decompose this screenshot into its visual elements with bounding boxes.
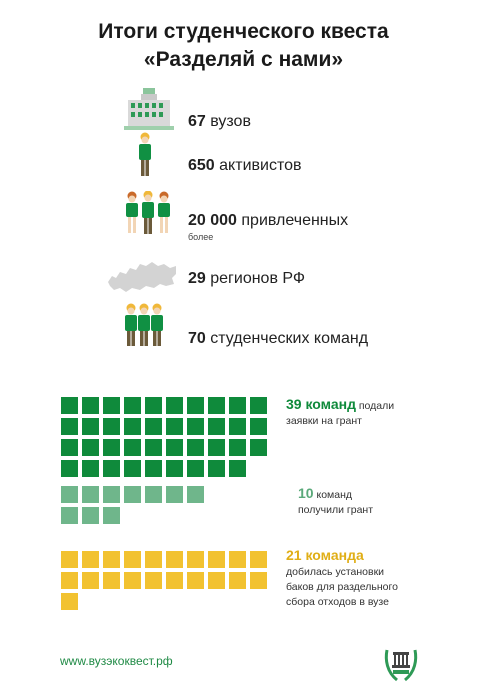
count-square <box>229 551 246 568</box>
bins-installed-grid <box>61 551 273 614</box>
count-square <box>103 572 120 589</box>
laurel-logo-icon <box>384 649 418 682</box>
stat-activists: 650 активистов <box>188 157 302 174</box>
count-square <box>82 439 99 456</box>
count-square <box>61 460 78 477</box>
count-square <box>229 572 246 589</box>
title-line-1: Итоги студенческого квеста <box>98 20 389 43</box>
count-square <box>124 439 141 456</box>
page-title: Итоги студенческого квеста «Разделяй с н… <box>0 18 487 74</box>
count-square <box>250 397 267 414</box>
count-square <box>103 460 120 477</box>
grants-received-caption: 10 команд получили грант <box>298 485 374 517</box>
count-square <box>61 551 78 568</box>
count-square <box>229 397 246 414</box>
count-square <box>82 551 99 568</box>
count-square <box>250 418 267 435</box>
russia-map-icon <box>108 262 176 292</box>
count-square <box>166 439 183 456</box>
count-square <box>229 418 246 435</box>
count-square <box>61 439 78 456</box>
count-square <box>124 486 141 503</box>
count-square <box>124 572 141 589</box>
count-square <box>187 439 204 456</box>
count-square <box>145 439 162 456</box>
count-square <box>103 551 120 568</box>
title-line-2: «Разделяй с нами» <box>143 48 344 71</box>
count-square <box>250 572 267 589</box>
count-square <box>166 397 183 414</box>
count-square <box>250 439 267 456</box>
count-square <box>208 460 225 477</box>
count-square <box>82 418 99 435</box>
count-square <box>103 486 120 503</box>
website-link[interactable]: www.вузэкоквест.рф <box>60 654 173 668</box>
stat-regions: 29 регионов РФ <box>188 270 306 287</box>
grants-received-grid <box>61 486 211 528</box>
count-square <box>187 460 204 477</box>
count-square <box>208 418 225 435</box>
grant-applications-grid <box>61 397 273 481</box>
count-square <box>145 572 162 589</box>
count-square <box>61 486 78 503</box>
count-square <box>145 460 162 477</box>
count-square <box>187 551 204 568</box>
count-square <box>124 397 141 414</box>
count-square <box>82 460 99 477</box>
count-square <box>166 460 183 477</box>
count-square <box>124 460 141 477</box>
count-square <box>61 593 78 610</box>
count-square <box>187 572 204 589</box>
count-square <box>166 418 183 435</box>
count-square <box>166 551 183 568</box>
count-square <box>250 551 267 568</box>
activist-person-icon <box>139 132 151 176</box>
count-square <box>166 572 183 589</box>
count-square <box>103 439 120 456</box>
count-square <box>61 397 78 414</box>
count-square <box>145 486 162 503</box>
count-square <box>82 397 99 414</box>
grant-applications-caption: 39 команд подали заявки на грант <box>286 396 395 428</box>
count-square <box>124 418 141 435</box>
student-team-icon <box>125 303 163 346</box>
count-square <box>229 460 246 477</box>
count-square <box>187 486 204 503</box>
stat-universities: 67 вузов <box>188 113 251 130</box>
count-square <box>82 507 99 524</box>
count-square <box>208 551 225 568</box>
bins-installed-caption: 21 команда добилась установки баков для … <box>286 547 398 609</box>
count-square <box>145 418 162 435</box>
count-square <box>187 397 204 414</box>
count-square <box>166 486 183 503</box>
stat-engaged-sub: более <box>188 232 214 242</box>
count-square <box>103 507 120 524</box>
stat-engaged: 20 000 привлеченных <box>188 212 349 229</box>
stat-teams: 70 студенческих команд <box>188 330 369 347</box>
count-square <box>61 572 78 589</box>
count-square <box>187 418 204 435</box>
count-square <box>229 439 246 456</box>
people-group-icon <box>126 191 170 234</box>
count-square <box>82 486 99 503</box>
count-square <box>208 572 225 589</box>
count-square <box>145 397 162 414</box>
count-square <box>103 418 120 435</box>
count-square <box>145 551 162 568</box>
count-square <box>61 418 78 435</box>
count-square <box>61 507 78 524</box>
count-square <box>208 397 225 414</box>
count-square <box>208 439 225 456</box>
count-square <box>124 551 141 568</box>
university-building-icon <box>124 88 174 130</box>
count-square <box>82 572 99 589</box>
count-square <box>103 397 120 414</box>
